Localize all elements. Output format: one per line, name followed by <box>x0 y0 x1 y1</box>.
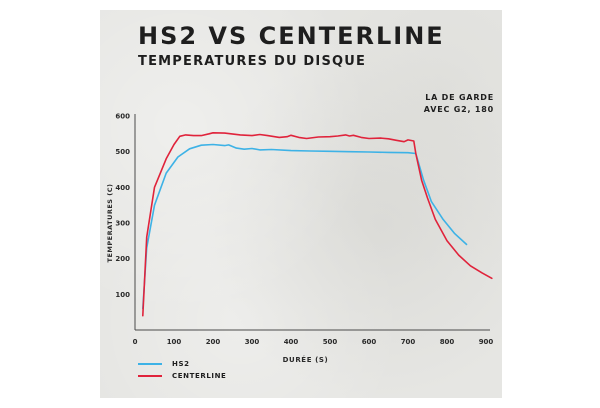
x-tick-label: 400 <box>284 338 299 346</box>
y-tick-label: 500 <box>115 148 130 156</box>
chart-title: HS2 VS CENTERLINE <box>138 22 445 50</box>
x-tick-label: 700 <box>401 338 416 346</box>
chart-subtitle: TEMPERATURES DU DISQUE <box>138 54 367 69</box>
x-tick-label: 200 <box>206 338 221 346</box>
legend-item-centerline: CENTERLINE <box>138 370 226 382</box>
x-tick-label: 800 <box>440 338 455 346</box>
background-texture <box>100 10 502 398</box>
line-chart: 100 200 300 400 500 600 0 100 200 300 400 500 600 70… <box>106 113 494 365</box>
x-tick-label: 900 <box>479 338 494 346</box>
annotation-line-1: LA DE GARDE <box>425 93 494 102</box>
series-line-centerline <box>142 132 493 317</box>
legend-swatch-hs2 <box>138 363 162 365</box>
x-tick-label: 0 <box>133 338 138 346</box>
legend-label-hs2: HS2 <box>172 360 190 368</box>
chart-annotation: LA DE GARDE AVEC G2, 180 <box>424 92 494 116</box>
x-tick-label: 500 <box>323 338 338 346</box>
y-tick-label: 200 <box>115 255 130 263</box>
x-axis-ticks: 0 100 200 300 400 500 600 700 800 900 <box>133 338 494 346</box>
y-axis-ticks: 100 200 300 400 500 600 <box>115 113 130 299</box>
y-tick-label: 600 <box>115 113 130 121</box>
y-tick-label: 300 <box>115 220 130 228</box>
annotation-line-2: AVEC G2, 180 <box>423 105 494 114</box>
series-line-hs2 <box>142 143 468 310</box>
y-tick-label: 400 <box>115 184 130 192</box>
legend-swatch-centerline <box>138 375 162 377</box>
chart-legend: HS2 CENTERLINE <box>138 358 226 382</box>
legend-label-centerline: CENTERLINE <box>172 372 227 380</box>
y-tick-label: 100 <box>115 291 130 299</box>
x-axis-label: DURÉE (S) <box>283 355 329 364</box>
x-tick-label: 600 <box>362 338 377 346</box>
legend-item-hs2: HS2 <box>138 358 226 370</box>
series-layer <box>142 132 493 317</box>
y-axis-label: TEMPERATURES (C) <box>106 184 114 263</box>
chart-card: HS2 VS CENTERLINE TEMPERATURES DU DISQUE… <box>100 10 502 398</box>
x-tick-label: 300 <box>245 338 260 346</box>
x-tick-label: 100 <box>167 338 182 346</box>
